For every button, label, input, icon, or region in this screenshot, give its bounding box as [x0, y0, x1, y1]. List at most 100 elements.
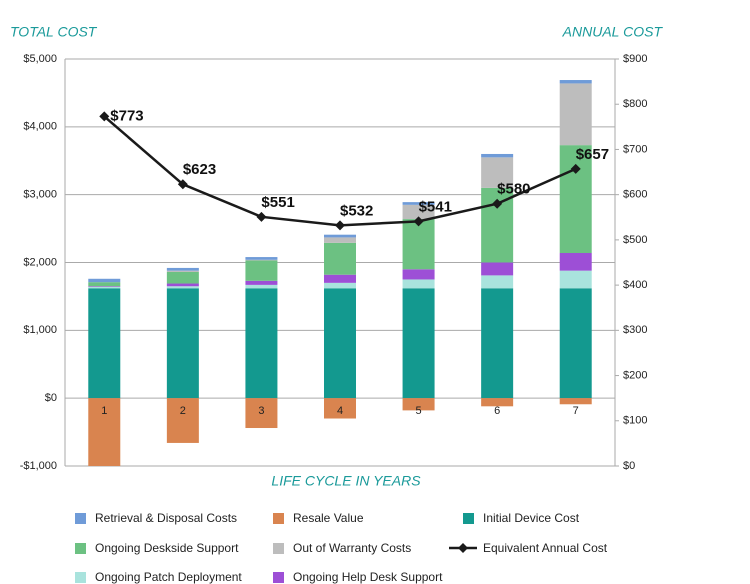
y-axis-title: TOTAL COST [10, 24, 98, 40]
y2-tick-label: $700 [623, 143, 647, 155]
data-label: $551 [261, 194, 294, 211]
bar-segment [166, 398, 199, 443]
x-tick-label: 6 [494, 405, 500, 417]
legend-swatch [75, 543, 86, 554]
bar-segment [88, 286, 121, 289]
bar-segment [559, 83, 592, 146]
legend-swatch [273, 572, 284, 583]
data-label: $580 [497, 181, 530, 198]
y-tick-label: $4,000 [23, 121, 57, 133]
bar-segment [88, 286, 121, 287]
bar-segment [324, 237, 356, 243]
legend-label: Ongoing Help Desk Support [293, 570, 443, 584]
x-tick-label: 3 [258, 405, 264, 417]
y2-tick-label: $800 [623, 98, 647, 110]
bar-segment [166, 271, 199, 284]
bar-segment [324, 282, 356, 289]
bar-segment [481, 275, 514, 289]
x-tick-label: 2 [180, 405, 186, 417]
line-marker [335, 220, 345, 231]
bar-segment [88, 282, 121, 287]
bar-segment [402, 269, 435, 280]
legend-swatch [463, 513, 474, 524]
x-tick-label: 4 [337, 405, 343, 417]
legend-label: Equivalent Annual Cost [483, 541, 608, 555]
bar-segment [481, 288, 514, 399]
y2-tick-label: $100 [623, 415, 647, 427]
line-marker [413, 216, 424, 227]
y2-tick-label: $900 [623, 53, 647, 65]
y-tick-label: $0 [45, 392, 57, 404]
legend-label: Retrieval & Disposal Costs [95, 511, 237, 525]
bar-segment [245, 280, 278, 285]
bar-segment [324, 274, 356, 283]
data-label: $541 [419, 198, 452, 215]
bar-segment [166, 286, 199, 289]
data-label: $532 [340, 202, 373, 219]
legend-swatch [75, 572, 86, 583]
legend-label: Initial Device Cost [483, 511, 580, 525]
y2-tick-label: $0 [623, 460, 635, 472]
bar-segment [559, 270, 592, 289]
bar-segment [559, 398, 592, 405]
bar-segment [88, 278, 121, 283]
y2-tick-label: $600 [623, 189, 647, 201]
data-label: $773 [110, 107, 143, 124]
x-axis-title: LIFE CYCLE IN YEARS [271, 473, 421, 489]
bar-segment [402, 204, 435, 220]
bar-segment [324, 288, 356, 399]
y-tick-label: $3,000 [23, 189, 57, 201]
line-marker [492, 198, 503, 209]
line-marker [570, 163, 581, 174]
bar-segment [559, 80, 592, 84]
bar-segment [402, 279, 435, 289]
bar-segment [324, 398, 356, 419]
bar-segment [402, 398, 435, 411]
bar-segment [245, 260, 278, 281]
bar-segment [245, 398, 278, 429]
legend-label: Ongoing Patch Deployment [95, 570, 242, 584]
bar-segment [402, 219, 435, 270]
data-label: $623 [183, 161, 216, 178]
x-tick-label: 7 [573, 405, 579, 417]
bar-segment [559, 253, 592, 271]
bar-segment [402, 202, 435, 205]
y2-tick-label: $400 [623, 279, 647, 291]
y2-axis-title: ANNUAL COST [562, 24, 664, 40]
legend-label: Resale Value [293, 511, 364, 525]
bar-segment [166, 270, 199, 272]
y-tick-label: $5,000 [23, 53, 57, 65]
bar-segment [88, 288, 121, 399]
bar-segment [481, 262, 514, 276]
y-tick-label: -$1,000 [20, 460, 57, 472]
bar-segment [88, 398, 121, 466]
y2-tick-label: $200 [623, 369, 647, 381]
data-label: $657 [576, 146, 609, 163]
legend-swatch [273, 513, 284, 524]
legend-swatch [75, 513, 86, 524]
legend-marker [458, 543, 468, 553]
bar-segment [166, 288, 199, 399]
y-tick-label: $1,000 [23, 324, 57, 336]
legend-swatch [273, 543, 284, 554]
y2-tick-label: $300 [623, 324, 647, 336]
legend-label: Ongoing Deskside Support [95, 541, 239, 555]
bar-segment [166, 267, 199, 271]
bar-segment [166, 283, 199, 287]
bar-segment [245, 257, 278, 260]
legend-label: Out of Warranty Costs [293, 541, 411, 555]
bar-segment [245, 259, 278, 261]
bar-segment [481, 157, 514, 188]
bar-segment [559, 145, 592, 254]
bar-segment [324, 234, 356, 238]
line-marker [99, 111, 110, 122]
x-tick-label: 1 [101, 405, 107, 417]
bar-segment [481, 153, 514, 158]
bar-segment [481, 398, 514, 407]
bar-segment [324, 242, 356, 275]
y2-tick-label: $500 [623, 234, 647, 246]
line-marker [256, 211, 267, 222]
bar-segment [245, 284, 278, 289]
line-marker [177, 179, 188, 190]
